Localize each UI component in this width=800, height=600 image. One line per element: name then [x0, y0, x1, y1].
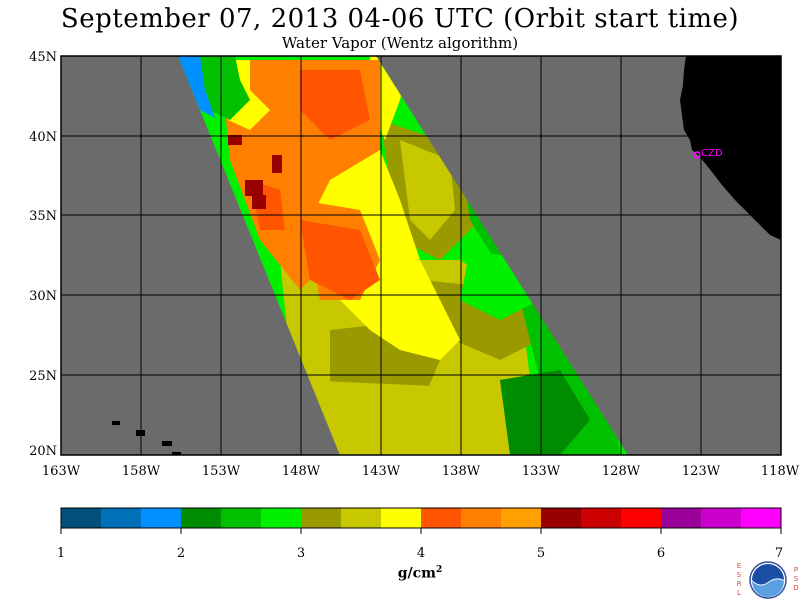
lon-label: 118W: [761, 464, 800, 479]
lat-label: 45N: [29, 50, 57, 65]
colorbar: [60, 507, 782, 534]
colorbar-swatch: [661, 508, 702, 528]
graticule: [61, 56, 781, 455]
colorbar-swatch: [421, 508, 462, 528]
lat-label: 20N: [29, 444, 57, 459]
lon-label: 153W: [202, 464, 241, 479]
esrl-letters: ESRL: [736, 562, 742, 597]
colorbar-swatch: [101, 508, 142, 528]
colorbar-units: g/cm2: [380, 565, 460, 582]
noaa-emblem-icon: [749, 561, 787, 599]
lon-label: 133W: [522, 464, 561, 479]
lon-label: 163W: [42, 464, 81, 479]
colorbar-tick-label: 1: [57, 546, 65, 561]
colorbar-tick-labels: 1 2 3 4 5 6 7: [57, 546, 783, 561]
colorbar-swatch: [701, 508, 742, 528]
colorbar-swatch: [501, 508, 542, 528]
colorbar-swatch: [341, 508, 382, 528]
latitude-labels: 45N 40N 35N 30N 25N 20N: [29, 50, 57, 459]
colorbar-swatch: [381, 508, 422, 528]
page-subtitle: Water Vapor (Wentz algorithm): [281, 34, 519, 52]
station-label: CZD: [701, 148, 723, 159]
colorbar-tick-label: 2: [177, 546, 185, 561]
lat-label: 35N: [29, 209, 57, 224]
station-marker: [693, 151, 701, 159]
lon-label: 143W: [362, 464, 401, 479]
lon-label: 123W: [682, 464, 721, 479]
colorbar-tick-label: 4: [417, 546, 425, 561]
colorbar-swatch: [261, 508, 302, 528]
lon-label: 128W: [602, 464, 641, 479]
colorbar-tick-label: 7: [775, 546, 783, 561]
noaa-logo: ESRL PSD: [736, 560, 800, 600]
colorbar-swatch: [741, 508, 782, 528]
lat-label: 40N: [29, 130, 57, 145]
colorbar-swatch: [61, 508, 102, 528]
colorbar-swatch: [181, 508, 222, 528]
colorbar-tick-label: 6: [657, 546, 665, 561]
map-frame: [60, 55, 782, 456]
colorbar-tick-label: 3: [297, 546, 305, 561]
units-exponent: 2: [435, 565, 443, 575]
colorbar-tick-label: 5: [537, 546, 545, 561]
colorbar-swatch: [621, 508, 662, 528]
page-title: September 07, 2013 04-06 UTC (Orbit star…: [60, 4, 740, 34]
colorbar-swatch: [141, 508, 182, 528]
land-mass: [680, 56, 781, 240]
psd-letters: PSD: [793, 566, 799, 592]
colorbar-swatch: [461, 508, 502, 528]
colorbar-swatch: [301, 508, 342, 528]
lon-label: 148W: [282, 464, 321, 479]
lon-label: 138W: [442, 464, 481, 479]
lat-label: 30N: [29, 289, 57, 304]
colorbar-swatch: [221, 508, 262, 528]
units-base: g/cm: [397, 565, 436, 582]
colorbar-swatch: [581, 508, 622, 528]
longitude-labels: 163W 158W 153W 148W 143W 138W 133W 128W …: [42, 464, 800, 479]
lon-label: 158W: [122, 464, 161, 479]
colorbar-swatch: [541, 508, 582, 528]
lat-label: 25N: [29, 369, 57, 384]
